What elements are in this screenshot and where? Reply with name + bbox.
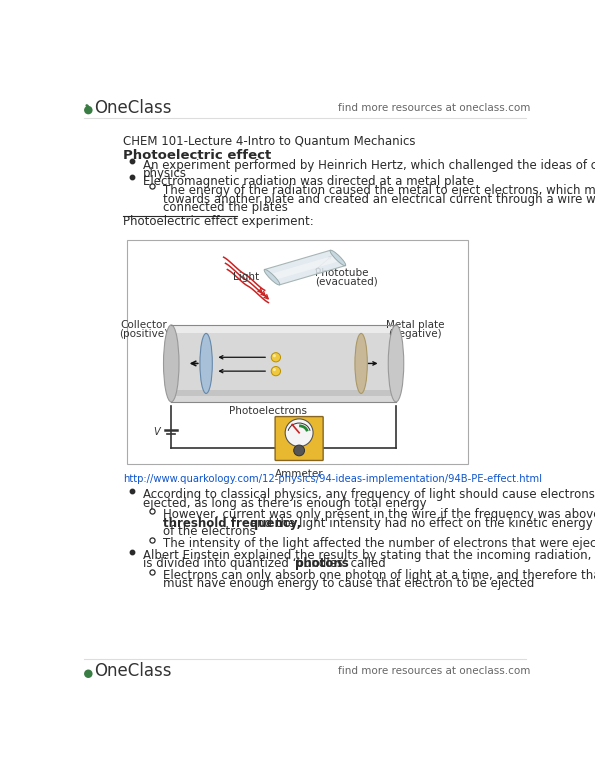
Text: The intensity of the light affected the number of electrons that were ejected: The intensity of the light affected the …: [162, 537, 595, 550]
Text: (positive): (positive): [120, 329, 169, 339]
Text: of the electrons: of the electrons: [162, 525, 255, 538]
Circle shape: [273, 368, 276, 371]
Text: is divided into quantized ‘bundles’ called: is divided into quantized ‘bundles’ call…: [143, 557, 389, 571]
Text: Photoelectric effect experiment:: Photoelectric effect experiment:: [123, 215, 314, 228]
Text: CHEM 101-Lecture 4-Intro to Quantum Mechanics: CHEM 101-Lecture 4-Intro to Quantum Mech…: [123, 135, 416, 148]
Ellipse shape: [264, 270, 280, 285]
Bar: [171, 326, 396, 333]
Text: connected the plates: connected the plates: [162, 201, 287, 214]
Circle shape: [271, 367, 280, 376]
Text: (evacuated): (evacuated): [315, 276, 377, 286]
Text: An experiment performed by Heinrich Hertz, which challenged the ideas of classic: An experiment performed by Heinrich Hert…: [143, 159, 595, 172]
Bar: [171, 325, 396, 402]
Text: ejected, as long as there is enough total energy: ejected, as long as there is enough tota…: [143, 497, 426, 510]
Text: Ammeter: Ammeter: [275, 469, 324, 479]
Text: Phototube: Phototube: [315, 268, 368, 278]
Text: photons: photons: [295, 557, 349, 571]
Text: and the light intensity had no effect on the kinetic energy: and the light intensity had no effect on…: [246, 517, 593, 530]
Text: physics: physics: [143, 167, 187, 180]
Text: Albert Einstein explained the results by stating that the incoming radiation, an: Albert Einstein explained the results by…: [143, 549, 595, 562]
Ellipse shape: [355, 333, 367, 393]
Text: The energy of the radiation caused the metal to eject electrons, which moved: The energy of the radiation caused the m…: [162, 184, 595, 197]
Text: threshold frequency,: threshold frequency,: [162, 517, 301, 530]
Circle shape: [84, 670, 93, 678]
Text: V: V: [153, 427, 159, 437]
Text: find more resources at oneclass.com: find more resources at oneclass.com: [338, 103, 530, 112]
FancyBboxPatch shape: [275, 417, 323, 460]
Text: Photoelectrons: Photoelectrons: [229, 406, 307, 416]
Text: Metal plate: Metal plate: [386, 320, 444, 330]
Circle shape: [294, 445, 305, 456]
Text: However, current was only present in the wire if the frequency was above a: However, current was only present in the…: [162, 508, 595, 521]
Circle shape: [273, 354, 276, 357]
Ellipse shape: [200, 333, 212, 393]
Text: http://www.quarkology.com/12-physics/94-ideas-implementation/94B-PE-effect.html: http://www.quarkology.com/12-physics/94-…: [123, 474, 542, 484]
Text: must have enough energy to cause that electron to be ejected: must have enough energy to cause that el…: [162, 578, 534, 591]
Text: find more resources at oneclass.com: find more resources at oneclass.com: [338, 667, 530, 676]
Ellipse shape: [389, 325, 404, 402]
Text: towards another plate and created an electrical current through a wire which: towards another plate and created an ele…: [162, 192, 595, 206]
Text: Collector: Collector: [121, 320, 168, 330]
Bar: [127, 240, 468, 464]
Text: (negative): (negative): [389, 329, 442, 339]
Polygon shape: [270, 255, 340, 280]
Polygon shape: [264, 250, 346, 285]
Circle shape: [271, 353, 280, 362]
Ellipse shape: [164, 325, 179, 402]
Text: Electromagnetic radiation was directed at a metal plate: Electromagnetic radiation was directed a…: [143, 175, 474, 188]
Bar: [171, 390, 396, 396]
Text: According to classical physics, any frequency of light should cause electrons to: According to classical physics, any freq…: [143, 488, 595, 501]
Circle shape: [285, 419, 313, 447]
Ellipse shape: [330, 250, 346, 266]
Text: Photoelectric effect: Photoelectric effect: [123, 149, 271, 162]
Text: OneClass: OneClass: [94, 99, 171, 117]
Text: Electrons can only absorb one photon of light at a time, and therefore that phot: Electrons can only absorb one photon of …: [162, 569, 595, 582]
Circle shape: [84, 105, 93, 114]
Text: OneClass: OneClass: [94, 662, 171, 681]
Text: Light: Light: [233, 272, 259, 282]
